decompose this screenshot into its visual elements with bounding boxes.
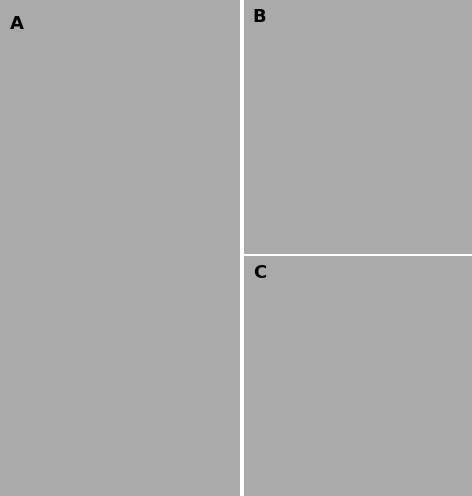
Text: C: C bbox=[253, 263, 266, 282]
Text: B: B bbox=[253, 7, 266, 26]
Text: A: A bbox=[9, 15, 24, 33]
